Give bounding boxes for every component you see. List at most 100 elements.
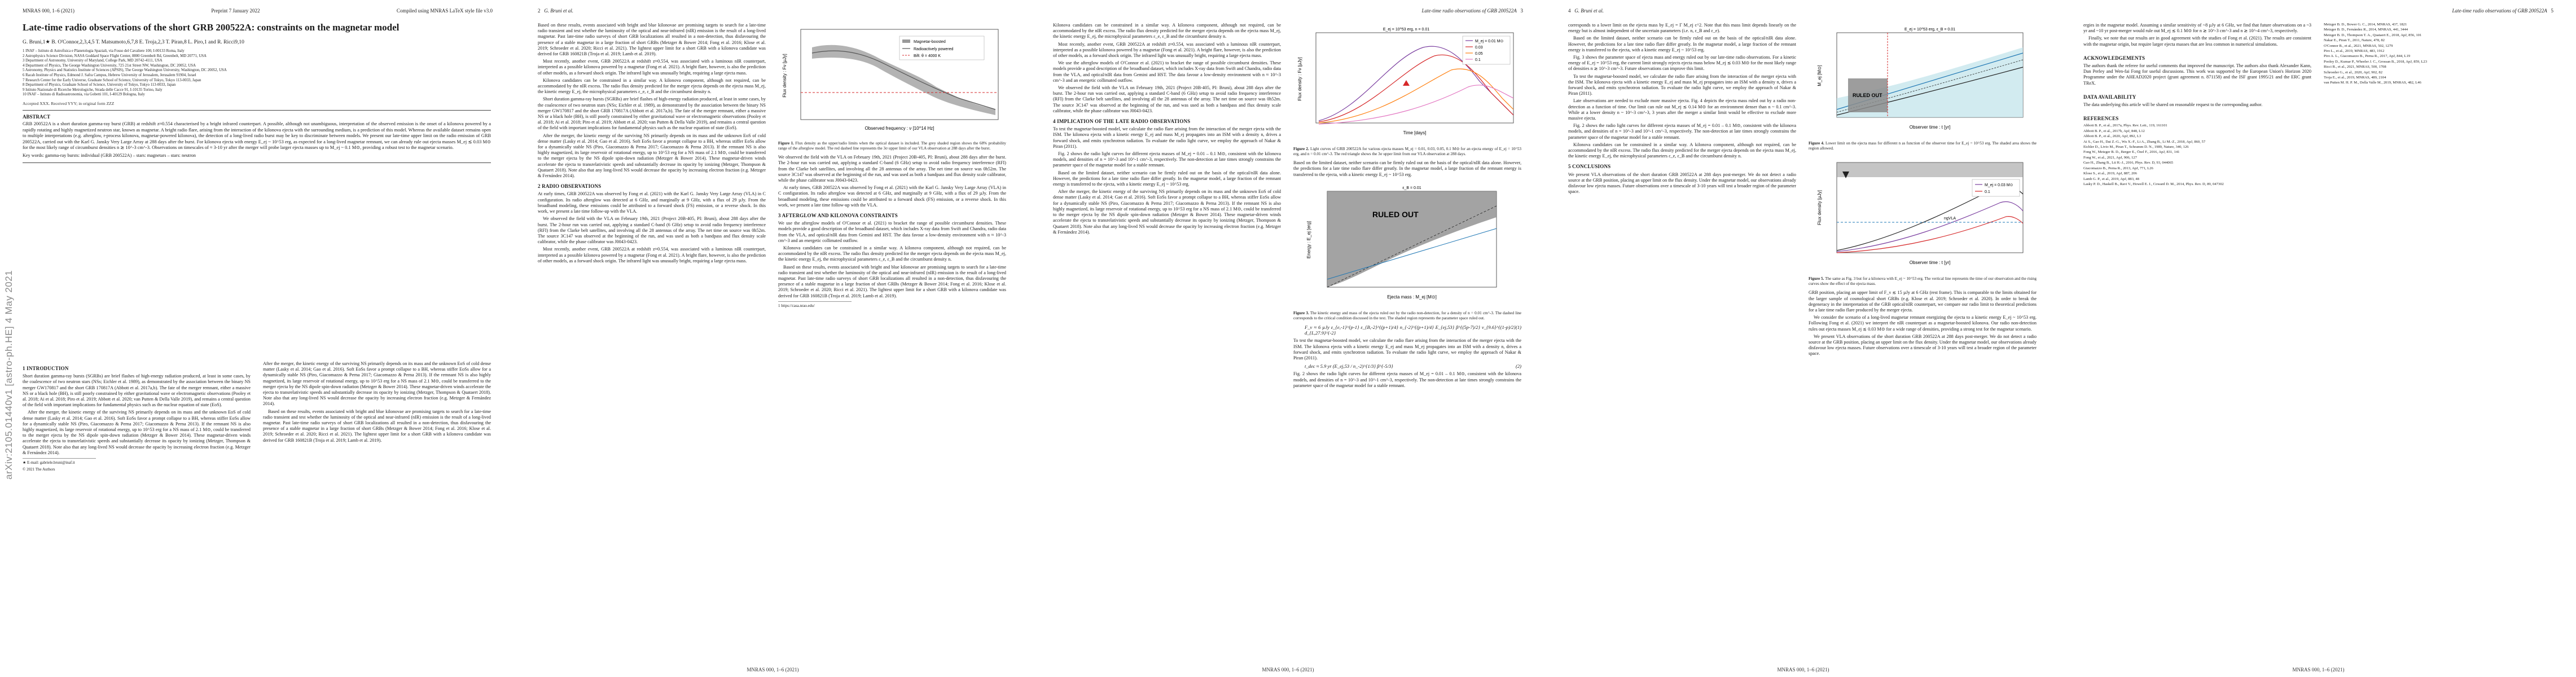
divider: [23, 162, 491, 163]
section-title: 1 INTRODUCTION: [23, 366, 69, 371]
reference: Metzger B. D., Bower G. C., 2014, MNRAS,…: [2324, 23, 2407, 27]
paragraph: Based on these results, events associate…: [538, 23, 766, 57]
equation-1: F_ν ≈ 6 µJy ε_{e,-1}^{p-1} ε_{B,-2}^{(p+…: [1305, 324, 1521, 336]
reference: Metzger B. D., Fernández R., 2014, MNRAS…: [2324, 28, 2408, 32]
figure-5-plot: ngVLA M_ej = 0.03 M⊙ 0.1 Observer time :…: [1817, 162, 2024, 265]
paragraph: Most recently, another event, GRB 200522…: [1053, 41, 1281, 59]
y-axis-label: Flux density : Fν [µJy]: [1297, 57, 1302, 101]
x-axis-label: Observer time : t [yr]: [1910, 125, 1950, 130]
section-title: ACKNOWLEDGEMENTS: [2083, 55, 2145, 61]
reference: Ai S., Gao H., Dai Z.-G., Wu X.-F., Li A…: [2083, 139, 2206, 144]
reference: Abbott B. P., et al., 2017b, ApJ, 848, L…: [2083, 129, 2145, 133]
svg-text:E_ej = 10^53 erg, n = 0.01: E_ej = 10^53 erg, n = 0.01: [1383, 28, 1429, 32]
column-left: Based on these results, events associate…: [538, 23, 766, 660]
figure-2-caption: Figure 2. Light curves of GRB 200522A fo…: [1293, 147, 1521, 157]
reference: Abbott B. P., et al., 2017a, Phys. Rev. …: [2083, 124, 2167, 128]
reference: Pooley D., Kumar P., Wheeler J. C., Gros…: [2324, 59, 2428, 64]
figure-3-plot: ε_B = 0.01 RULED OUT Ejecta mass : M_ej …: [1306, 186, 1497, 300]
x-axis-label: Observer time : t [yr]: [1910, 260, 1950, 265]
paragraph: Based on these results, events associate…: [778, 264, 1006, 298]
svg-text:0.03: 0.03: [1475, 46, 1483, 50]
paragraph: Kilonova candidates can be constrained i…: [538, 77, 766, 95]
column-left: 1 INTRODUCTION Short duration gamma-ray …: [23, 361, 251, 654]
figure-4-plot: E_ej = 10^53 erg, ε_B = 0.01 RULED OUT O…: [1817, 28, 2024, 130]
reference: Troja E., et al., 2019, MNRAS, 489, 2104: [2324, 76, 2386, 80]
paragraph: Based on the limited dataset, neither sc…: [1053, 170, 1281, 187]
divider: [23, 110, 491, 111]
page-2: 2 G. Bruni et al. Based on these results…: [515, 0, 1030, 677]
column-right: Magnetar-boosted Radioactively powered B…: [778, 23, 1006, 660]
figure-5-caption: Figure 5. The same as Fig. 3 but for a k…: [1809, 276, 2037, 287]
svg-text:0.1: 0.1: [1475, 58, 1481, 62]
affiliations: 1 INAF – Istituto di Astrofisica e Plane…: [23, 49, 227, 97]
svg-text:Radioactively powered: Radioactively powered: [914, 47, 954, 51]
svg-text:M_ej = 0.01 M⊙: M_ej = 0.01 M⊙: [1475, 39, 1503, 43]
paragraph: After the merger, the kinetic energy of …: [538, 133, 766, 179]
figure-1: Magnetar-boosted Radioactively powered B…: [778, 25, 1006, 152]
page-footer: MNRAS 000, 1–6 (2021): [747, 667, 799, 672]
copyright: © 2021 The Authors: [23, 467, 55, 472]
paragraph: We use the afterglow models of O'Connor …: [1053, 60, 1281, 83]
figure-4: E_ej = 10^53 erg, ε_B = 0.01 RULED OUT O…: [1809, 25, 2037, 152]
reference: Schroeder G., et al., 2020, ApJ, 902, 82: [2324, 70, 2383, 74]
y-axis-label: Energy : E_ej [erg]: [1306, 221, 1311, 258]
running-head: Late-time radio observations of GRB 2005…: [1421, 8, 1524, 14]
page-footer: MNRAS 000, 1–6 (2021): [1262, 667, 1314, 672]
paragraph: Based on the limited dataset, neither sc…: [1293, 160, 1521, 177]
paragraph: Short duration gamma-ray bursts (SGRBs) …: [23, 373, 251, 408]
ngvla-label: ngVLA: [1944, 217, 1956, 221]
paragraph: corresponds to a lower limit on the ejec…: [1568, 23, 1796, 34]
running-head: 2 G. Bruni et al.: [538, 8, 1008, 16]
section-title: REFERENCES: [2083, 116, 2119, 122]
column-right: Metzger B. D., Bower G. C., 2014, MNRAS,…: [2324, 23, 2552, 660]
paragraph: Short duration gamma-ray bursts (SGRBs) …: [538, 96, 766, 131]
figure-5: ngVLA M_ej = 0.03 M⊙ 0.1 Observer time :…: [1809, 155, 2037, 287]
paragraph: Fig. 2 shows the radio light curves for …: [1568, 123, 1796, 140]
paragraph: Kilonova candidates can be constrained i…: [1568, 142, 1796, 159]
paragraph: Fig. 2 shows the radio light curves for …: [1293, 371, 1521, 388]
section-title: 4 IMPLICATION OF THE LATE RADIO OBSERVAT…: [1053, 118, 1191, 125]
paragraph: We observed the field with the VLA on Fe…: [778, 155, 1006, 183]
reference: Piro A. L., Giacomazzo B., Perna R., 201…: [2324, 54, 2411, 59]
column-right: E_ej = 10^53 erg, n = 0.01 M_ej = 0.01 M…: [1293, 23, 1521, 660]
paragraph: We consider the scenario of a long-lived…: [1809, 315, 2037, 332]
figure-2: E_ej = 10^53 erg, n = 0.01 M_ej = 0.01 M…: [1293, 25, 1521, 157]
paragraph: The data underlying this article will be…: [2083, 102, 2263, 108]
paragraph: After the merger, the kinetic energy of …: [263, 361, 491, 407]
column-right: After the merger, the kinetic energy of …: [263, 361, 491, 654]
svg-text:Bift: θ = 4000 K: Bift: θ = 4000 K: [914, 54, 941, 58]
reference-list: Abbott B. P., et al., 2017a, Phys. Rev. …: [2083, 124, 2311, 187]
reference: Gao H., Zhang B., Lü H.-J., 2016, Phys. …: [2083, 161, 2174, 165]
section-title: 5 CONCLUSIONS: [1568, 164, 1611, 170]
reference: Eichler D., Livio M., Piran T., Schramm …: [2083, 145, 2189, 150]
figure-4-caption: Figure 4. Lower limit on the ejecta mass…: [1809, 141, 2037, 151]
reference: Klose S., et al., 2019, ApJ, 887, 206: [2083, 172, 2137, 176]
author-list: G. Bruni,1★ B. O'Connor,2,3,4,5 T. Matsu…: [23, 39, 244, 45]
paragraph: Finally, we note that our results are in…: [2083, 36, 2311, 47]
accepted-note: Accepted XXX. Received YYY; in original …: [23, 100, 115, 106]
reference: Fong W., et al., 2021, ApJ, 906, 127: [2083, 155, 2137, 160]
reference-list: Metzger B. D., Bower G. C., 2014, MNRAS,…: [2324, 23, 2552, 86]
reference: O'Connor B., et al., 2021, MNRAS, 502, 1…: [2324, 43, 2393, 48]
reference: Metzger B. D., Thompson T. A., Quataert …: [2324, 33, 2422, 37]
paragraph: To test the magnetar-boosted model, we c…: [1293, 338, 1521, 361]
x-axis-label: Time [days]: [1403, 130, 1426, 135]
svg-text:M_ej = 0.03 M⊙: M_ej = 0.03 M⊙: [1985, 183, 2013, 187]
svg-text:E_ej = 10^53 erg, ε_B = 0.01: E_ej = 10^53 erg, ε_B = 0.01: [1904, 28, 1955, 32]
compiled-note: Compiled using MNRAS LaTeX style file v3…: [396, 8, 493, 14]
svg-text:0.05: 0.05: [1475, 52, 1483, 56]
column-left: corresponds to a lower limit on the ejec…: [1568, 23, 1796, 660]
section-title: 3 AFTERGLOW AND KILONOVA CONSTRAINTS: [778, 213, 898, 219]
paragraph: Based on these results, events associate…: [263, 408, 491, 443]
ruled-out-label: RULED OUT: [1372, 210, 1419, 219]
paragraph: Fig. 2 shows the radio light curves for …: [1053, 151, 1281, 168]
abstract-heading: ABSTRACT: [23, 114, 51, 120]
paragraph: We observed the field with the VLA on Fe…: [1053, 85, 1281, 113]
reference: Piro L., et al., 2019, MNRAS, 483, 1912: [2324, 49, 2385, 54]
reference: Ricci R., et al., 2021, MNRAS, 500, 1708: [2324, 65, 2386, 69]
paragraph: To test the magnetar-boosted model, we c…: [1053, 126, 1281, 149]
y-axis-label: Flux density : Fν [µJy]: [782, 54, 787, 98]
paper-title: Late-time radio observations of the shor…: [23, 22, 400, 33]
column-left: ergies in the magnetar model. Assuming a…: [2083, 23, 2311, 660]
y-axis-label: M_ej [M⊙]: [1817, 65, 1822, 86]
